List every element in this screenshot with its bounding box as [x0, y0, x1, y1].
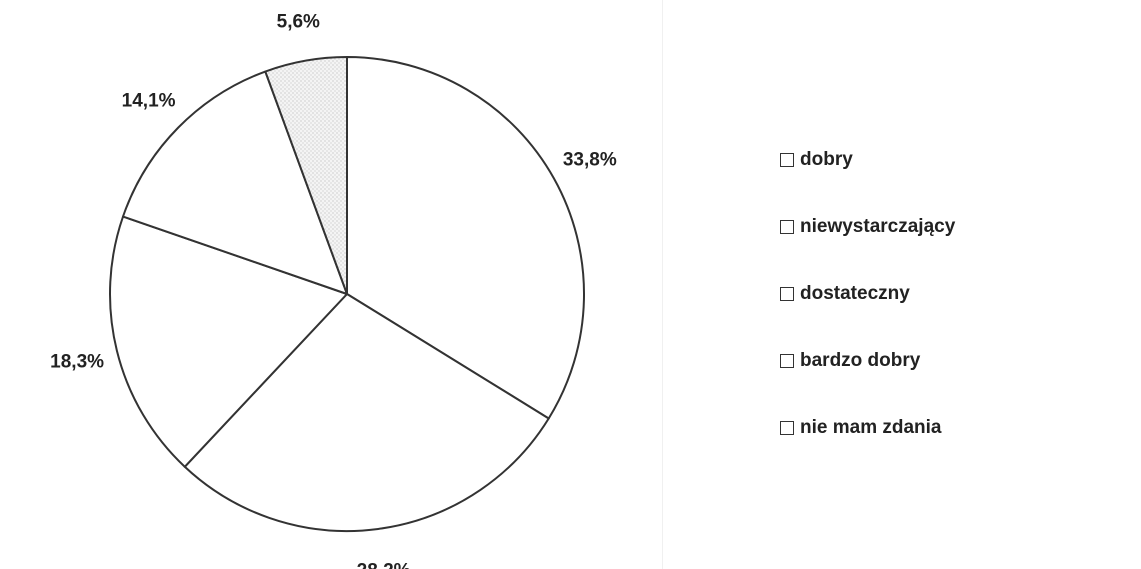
legend-item-bardzo-dobry: bardzo dobry — [780, 347, 955, 375]
slice-label: 14,1% — [122, 90, 176, 111]
pie-slice-nie-mam-zdania — [264, 56, 348, 295]
legend-label: nie mam zdania — [800, 417, 942, 438]
legend-swatch-icon — [780, 153, 794, 167]
pie-slice-niewystarczający — [183, 293, 550, 533]
legend-item-dostateczny: dostateczny — [780, 280, 955, 308]
legend-swatch-icon — [780, 354, 794, 368]
divider — [662, 0, 663, 569]
legend-swatch-icon — [780, 220, 794, 234]
legend-label: bardzo dobry — [800, 350, 921, 371]
pie-slice-bardzo-dobry — [122, 70, 348, 295]
legend-label: dobry — [800, 149, 853, 170]
pie-slice-dostateczny — [109, 215, 348, 468]
slice-label: 28,2% — [357, 561, 411, 569]
slice-label: 5,6% — [277, 11, 320, 32]
legend-item-niewystarczajacy: niewystarczający — [780, 213, 955, 241]
pie-slice-dobry — [346, 56, 585, 420]
slice-label: 18,3% — [50, 352, 104, 373]
legend-swatch-icon — [780, 287, 794, 301]
legend: dobry niewystarczający dostateczny bardz… — [780, 146, 955, 481]
legend-item-nie-mam-zdania: nie mam zdania — [780, 414, 955, 442]
legend-swatch-icon — [780, 421, 794, 435]
slice-label: 33,8% — [563, 150, 617, 171]
legend-label: niewystarczający — [800, 216, 956, 237]
legend-item-dobry: dobry — [780, 146, 955, 174]
legend-label: dostateczny — [800, 283, 910, 304]
pie-chart: 33,8% 28,2% 18,3% 14,1% 5,6% — [50, 11, 617, 569]
